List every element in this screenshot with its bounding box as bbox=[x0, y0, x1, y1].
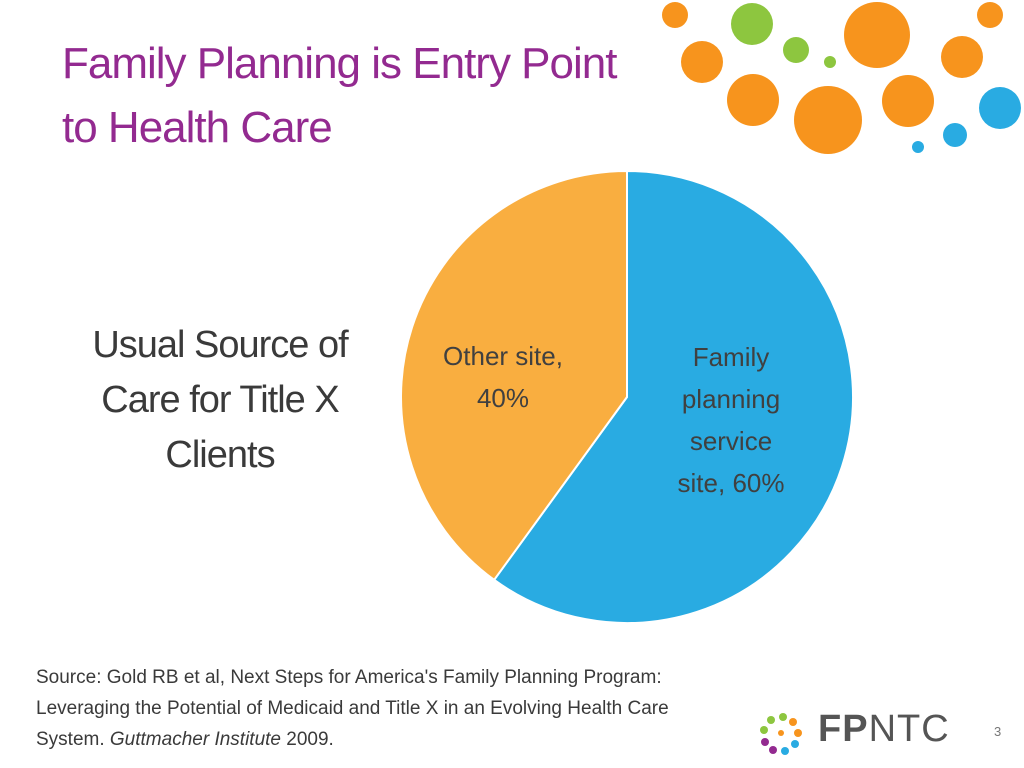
slice-category: Family planning service site, bbox=[677, 342, 781, 498]
source-note: Source: Gold RB et al, Next Steps for Am… bbox=[36, 662, 716, 755]
logo: FPNTC bbox=[818, 708, 950, 751]
source-text: Source: Gold RB et al, Next Steps for Am… bbox=[36, 667, 669, 750]
pie-slice bbox=[400, 169, 628, 582]
data-label: Other site, 40% bbox=[418, 335, 588, 419]
data-label: Family planning service site, 60% bbox=[666, 336, 796, 504]
page-number: 3 bbox=[994, 724, 1002, 739]
pie-chart bbox=[400, 169, 854, 624]
slice-value: 60% bbox=[732, 468, 785, 498]
logo-mark bbox=[760, 713, 802, 755]
slide-title: Family Planning is Entry Point to Health… bbox=[62, 39, 617, 152]
source-publisher: Guttmacher Institute bbox=[109, 729, 281, 750]
slice-value: 40% bbox=[476, 383, 530, 413]
logo-text: NTC bbox=[868, 708, 950, 750]
pie-slice bbox=[492, 169, 854, 624]
source-year: 2009. bbox=[286, 729, 334, 750]
side-label: Usual Source of Care for Title X Clients bbox=[92, 324, 348, 476]
logo-bold: FP bbox=[818, 708, 869, 750]
slice-category: Other site, bbox=[443, 341, 563, 371]
